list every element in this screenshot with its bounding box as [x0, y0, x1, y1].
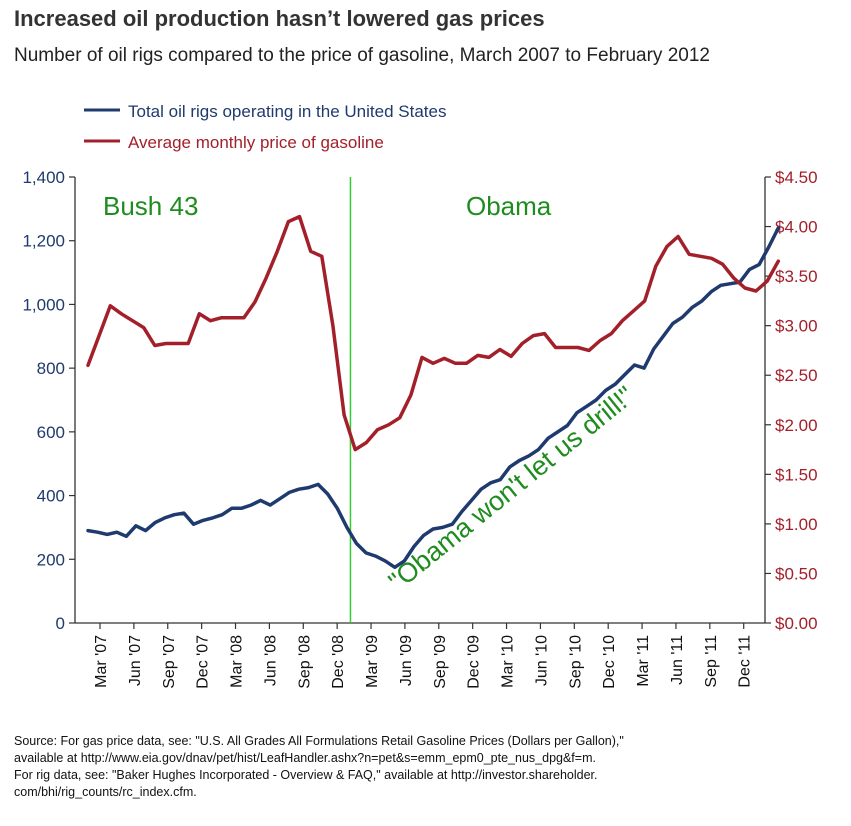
right-tick-label: $4.50: [775, 168, 818, 187]
x-tick-label: Jun '07: [127, 635, 144, 686]
legend: Total oil rigs operating in the United S…: [84, 102, 446, 152]
x-tick-label: Sep '09: [432, 635, 449, 689]
x-tick-label: Sep '07: [161, 635, 178, 689]
x-tick-label: Mar '08: [229, 635, 246, 688]
right-tick-label: $4.00: [775, 218, 818, 237]
right-tick-label: $1.50: [775, 465, 818, 484]
rigs-series-line: [86, 226, 781, 570]
x-tick-label: Dec '09: [466, 635, 483, 689]
left-tick-label: 400: [37, 487, 65, 506]
x-tick-label: Dec '11: [737, 635, 754, 688]
x-tick-label: Sep '08: [296, 635, 313, 689]
source-line: For rig data, see: "Baker Hughes Incorpo…: [14, 768, 598, 782]
chart-title: Increased oil production hasn’t lowered …: [14, 6, 545, 31]
right-tick-label: $2.50: [775, 366, 818, 385]
left-tick-label: 600: [37, 423, 65, 442]
right-tick-label: $0.00: [775, 614, 818, 633]
left-tick-label: 800: [37, 359, 65, 378]
left-tick-label: 1,400: [22, 168, 65, 187]
x-tick-label: Dec '08: [330, 635, 347, 689]
right-tick-label: $1.00: [775, 515, 818, 534]
right-tick-label: $3.00: [775, 317, 818, 336]
right-tick-label: $0.50: [775, 564, 818, 583]
annotation-quote: "Obama won't let us drill!": [383, 380, 640, 596]
x-tick-label: Jun '10: [533, 635, 550, 686]
source-line: Source: For gas price data, see: "U.S. A…: [14, 734, 624, 748]
x-tick-label: Jun '09: [398, 635, 415, 686]
source-line: com/bhi/rig_counts/rc_index.cfm.: [14, 785, 197, 799]
x-tick-label: Jun '08: [262, 635, 279, 686]
annotation-obama: Obama: [466, 191, 552, 221]
x-tick-label: Sep '10: [567, 635, 584, 689]
left-tick-label: 0: [56, 614, 65, 633]
legend-gas-label: Average monthly price of gasoline: [128, 133, 384, 152]
gas-series-line: [86, 214, 781, 452]
chart-subtitle: Number of oil rigs compared to the price…: [14, 45, 710, 66]
x-tick-label: Dec '10: [601, 635, 618, 689]
x-tick-label: Mar '09: [364, 635, 381, 688]
tick-labels: 0 200 400 600 800 1,000 1,200 1,400 $0.00 $0.50 $1…: [22, 168, 817, 689]
left-tick-label: 200: [37, 550, 65, 569]
x-tick-label: Mar '07: [93, 635, 110, 688]
source-note: Source: For gas price data, see: "U.S. A…: [14, 733, 839, 801]
x-tick-label: Mar '11: [635, 635, 652, 687]
right-tick-label: $2.00: [775, 416, 818, 435]
left-tick-label: 1,200: [22, 232, 65, 251]
source-line: available at http://www.eia.gov/dnav/pet…: [14, 751, 596, 765]
annotation-bush: Bush 43: [103, 191, 198, 221]
legend-rigs-label: Total oil rigs operating in the United S…: [128, 102, 446, 121]
x-tick-label: Jun '11: [669, 635, 686, 685]
x-tick-label: Dec '07: [195, 635, 212, 689]
x-tick-label: Mar '10: [500, 635, 517, 688]
left-tick-label: 1,000: [22, 295, 65, 314]
right-tick-label: $3.50: [775, 267, 818, 286]
x-tick-label: Sep '11: [703, 635, 720, 688]
